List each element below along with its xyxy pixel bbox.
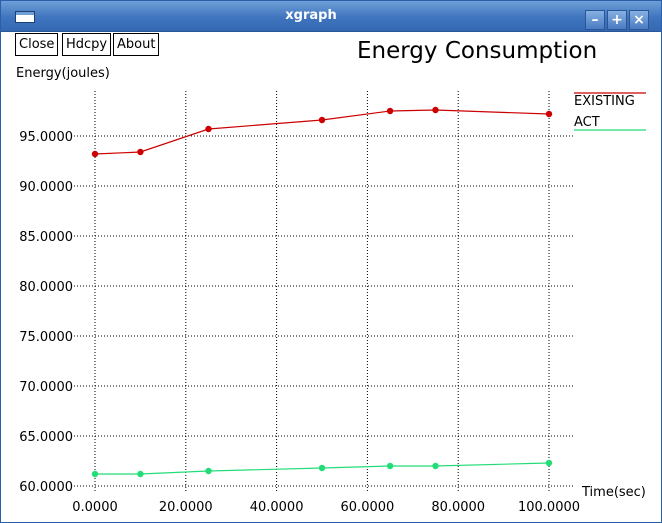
data-point-act [137,470,144,478]
data-point-act [545,459,553,467]
data-point-existing [318,116,326,124]
window-titlebar[interactable]: xgraph – + × [1,1,661,32]
close-button[interactable]: Close [15,33,59,56]
x-tick-label: 60.0000 [341,500,395,515]
window-title: xgraph [285,8,337,23]
data-point-existing [205,125,212,133]
maximize-button[interactable]: + [607,10,627,30]
y-tick-label: 85.0000 [19,230,73,245]
y-tick-label: 75.0000 [19,330,73,345]
series-line-existing [94,109,550,155]
x-tick-label: 40.0000 [250,500,304,515]
hardcopy-button[interactable]: Hdcpy [62,33,112,56]
data-point-act [205,467,212,475]
chart-title: Energy Consumption [357,38,598,64]
data-point-act [318,464,326,472]
data-point-existing [91,150,99,158]
y-tick-label: 65.0000 [19,430,73,445]
x-tick-label: 100.0000 [518,500,580,515]
y-tick-label: 95.0000 [19,130,73,145]
close-window-button[interactable]: × [629,10,649,30]
data-point-act [432,462,439,470]
data-point-act [386,462,394,470]
x-tick-label: 0.0000 [72,500,118,515]
data-point-existing [137,148,144,156]
data-point-existing [545,110,553,118]
legend-label-act: ACT [574,115,600,130]
legend-label-existing: EXISTING [574,94,635,109]
y-tick-label: 90.0000 [19,180,73,195]
x-tick-label: 80.0000 [431,500,485,515]
y-axis-label: Energy(joules) [16,66,110,81]
x-tick-label: 20.0000 [159,500,213,515]
y-tick-label: 70.0000 [19,380,73,395]
minimize-button[interactable]: – [585,10,605,30]
window-menu-icon[interactable] [15,11,35,23]
about-button[interactable]: About [113,33,160,56]
data-point-existing [432,106,439,114]
data-point-existing [386,107,394,115]
y-tick-label: 80.0000 [19,280,73,295]
y-tick-label: 60.0000 [19,480,73,495]
data-point-act [91,470,99,478]
x-axis-label: Time(sec) [581,485,646,500]
